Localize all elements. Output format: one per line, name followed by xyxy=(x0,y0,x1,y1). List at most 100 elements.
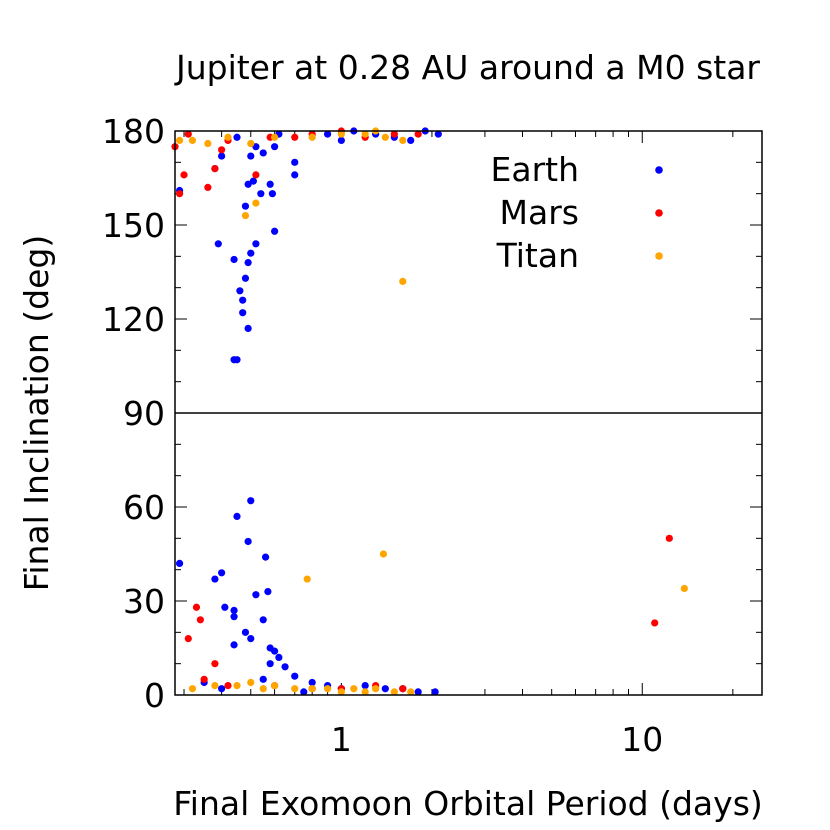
mars-point xyxy=(184,130,192,138)
legend-marker-mars xyxy=(655,209,663,217)
chart-title: Jupiter at 0.28 AU around a M0 star xyxy=(174,48,760,87)
titan-point xyxy=(204,139,212,148)
titan-point xyxy=(211,682,219,690)
titan-point xyxy=(188,136,197,144)
legend-label-mars: Mars xyxy=(500,193,579,232)
x-tick-label: 10 xyxy=(621,720,663,759)
earth-point xyxy=(407,136,415,144)
mars-point xyxy=(218,146,226,154)
x-axis-label: Final Exomoon Orbital Period (days) xyxy=(173,784,763,823)
earth-point xyxy=(233,512,241,521)
earth-point xyxy=(249,177,257,185)
titan-point xyxy=(252,199,260,207)
earth-point xyxy=(281,663,289,671)
earth-point xyxy=(323,130,332,138)
titan-point xyxy=(175,136,184,144)
earth-point xyxy=(337,136,345,144)
legend-marker-titan xyxy=(655,252,663,260)
y-tick-label: 90 xyxy=(123,394,165,433)
earth-point xyxy=(236,287,244,295)
earth-point xyxy=(247,249,255,257)
earth-point xyxy=(221,603,229,611)
tick-labels: 0 30 60 90 120 150 180 1 10 xyxy=(102,112,663,759)
titan-point xyxy=(337,130,345,138)
mars-point xyxy=(651,619,659,627)
mars-point xyxy=(204,183,212,191)
earth-point xyxy=(259,675,267,683)
titan-point xyxy=(224,133,232,141)
mars-point xyxy=(224,682,232,690)
titan-point xyxy=(247,139,255,148)
earth-point xyxy=(261,553,270,561)
earth-point xyxy=(431,688,439,696)
earth-point xyxy=(241,202,250,210)
earth-point xyxy=(291,158,299,166)
earth-point xyxy=(266,660,274,668)
earth-point xyxy=(275,653,283,662)
titan-point xyxy=(372,685,380,693)
earth-point xyxy=(361,682,369,690)
earth-point xyxy=(247,635,255,643)
mars-point xyxy=(184,635,192,643)
earth-point xyxy=(244,180,252,188)
y-axis-label: Final Inclination (deg) xyxy=(17,235,56,591)
legend-marker-earth xyxy=(655,166,663,174)
earth-point xyxy=(230,606,238,615)
titan-point xyxy=(381,133,389,141)
mars-point xyxy=(291,133,299,141)
y-tick-label: 0 xyxy=(144,676,165,715)
legend-label-earth: Earth xyxy=(491,150,580,189)
y-tick-label: 150 xyxy=(102,206,165,245)
earth-point xyxy=(266,180,274,188)
earth-point xyxy=(268,190,276,198)
earth-point xyxy=(308,678,316,687)
earth-point xyxy=(241,628,250,636)
earth-point xyxy=(233,356,241,364)
y-tick-label: 60 xyxy=(123,488,165,527)
legend-backdrop xyxy=(470,183,590,223)
titan-point xyxy=(323,685,332,693)
titan-point xyxy=(271,133,279,141)
earth-point xyxy=(291,672,299,680)
titan-point xyxy=(308,685,316,693)
earth-point xyxy=(218,152,226,160)
mars-point xyxy=(196,616,204,624)
mars-point xyxy=(414,130,422,138)
earth-point xyxy=(218,569,226,577)
earth-point xyxy=(233,133,241,141)
mars-point xyxy=(180,171,188,179)
earth-point xyxy=(271,647,279,655)
titan-point xyxy=(361,130,369,138)
legend-backdrop xyxy=(470,226,590,266)
earth-point xyxy=(244,537,252,546)
titan-point xyxy=(680,584,688,593)
mars-point xyxy=(211,660,219,668)
titan-point xyxy=(291,685,299,693)
titan-point xyxy=(259,685,267,693)
mars-point xyxy=(399,685,407,693)
titan-point xyxy=(233,682,241,690)
legend-label-titan: Titan xyxy=(496,236,579,275)
earth-point xyxy=(244,259,252,267)
titan-point xyxy=(407,688,415,696)
earth-point xyxy=(230,255,238,264)
legend-backdrop xyxy=(470,140,590,180)
titan-point xyxy=(337,688,345,696)
mars-point xyxy=(665,534,673,542)
earth-point xyxy=(300,688,308,696)
earth-point xyxy=(214,240,222,248)
earth-point xyxy=(291,171,299,179)
titan-point xyxy=(361,688,369,696)
mars-point xyxy=(252,171,260,179)
earth-point xyxy=(257,190,265,198)
earth-point xyxy=(434,130,442,138)
earth-point xyxy=(211,575,219,583)
titan-point xyxy=(390,688,398,696)
earth-point xyxy=(414,688,422,696)
titan-point xyxy=(241,212,250,220)
earth-point xyxy=(244,324,252,332)
earth-point xyxy=(230,613,238,621)
mars-point xyxy=(211,165,219,173)
earth-point xyxy=(259,149,267,157)
